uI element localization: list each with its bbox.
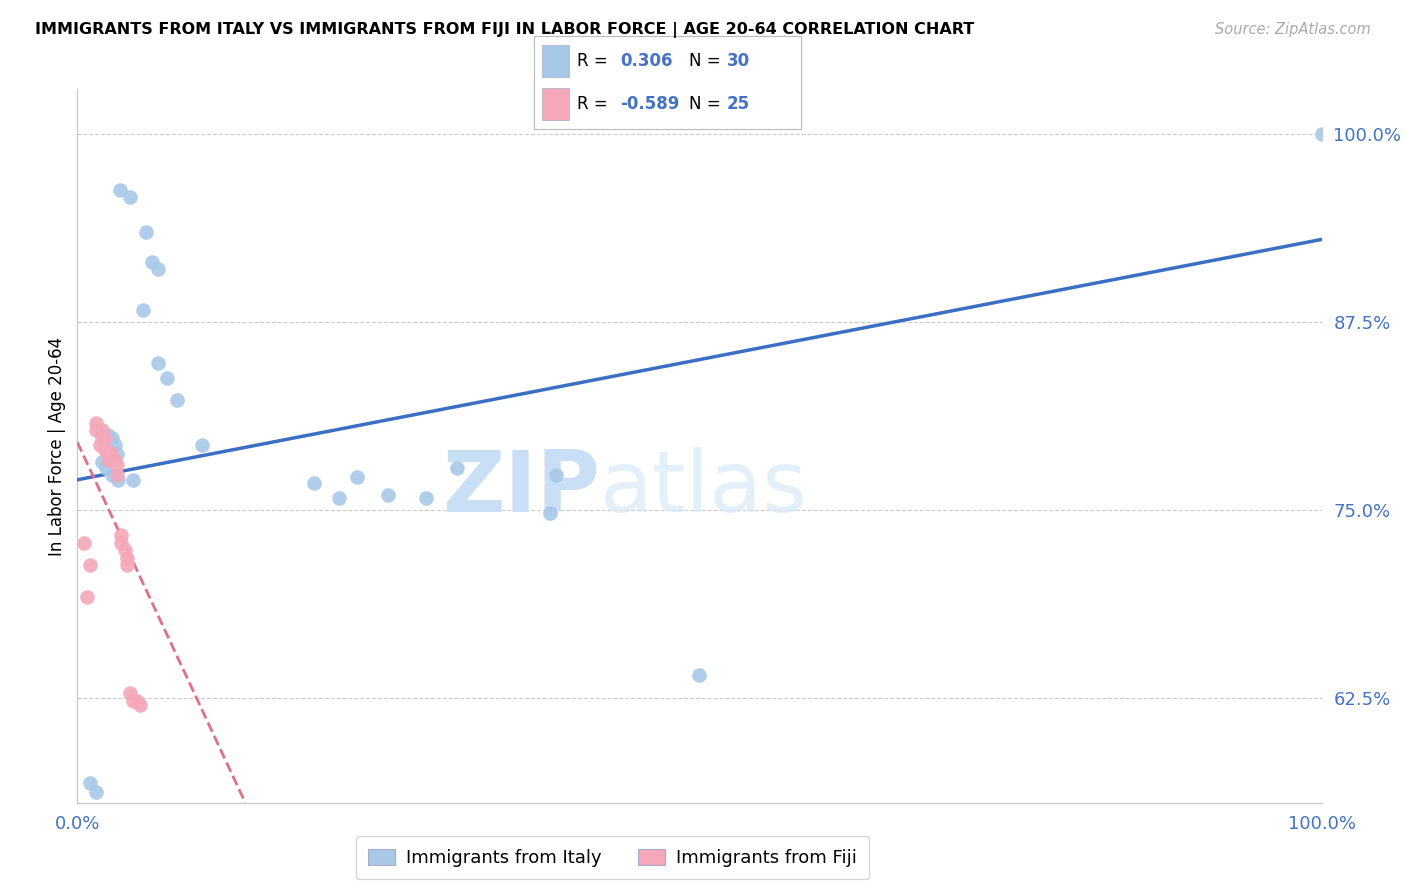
Text: R =: R = (576, 95, 607, 113)
Text: N =: N = (689, 95, 721, 113)
Point (97, 446, 120, 460)
Point (302, 475, 325, 490)
Point (377, 488, 399, 502)
Text: IMMIGRANTS FROM ITALY VS IMMIGRANTS FROM FIJI IN LABOR FORCE | AGE 20-64 CORRELA: IMMIGRANTS FROM ITALY VS IMMIGRANTS FROM… (35, 22, 974, 38)
Point (125, 693, 148, 707)
Text: R =: R = (576, 52, 607, 70)
Point (93, 431, 115, 445)
Point (114, 543, 136, 558)
Point (135, 225, 157, 239)
Y-axis label: In Labor Force | Age 20-64: In Labor Force | Age 20-64 (48, 336, 66, 556)
Point (132, 303, 155, 318)
Point (546, 468, 568, 483)
Point (118, 190, 141, 204)
FancyBboxPatch shape (543, 88, 569, 120)
Text: N =: N = (689, 52, 721, 70)
Text: ZIP: ZIP (443, 447, 600, 531)
Point (101, 431, 124, 445)
Point (101, 468, 124, 483)
Point (105, 447, 128, 461)
Point (191, 438, 214, 452)
Point (105, 458, 128, 472)
Text: -0.589: -0.589 (620, 95, 679, 113)
Point (128, 698, 150, 713)
Point (91, 431, 114, 445)
Point (93, 442, 115, 457)
Point (108, 183, 131, 197)
Point (328, 491, 350, 505)
Point (97, 453, 120, 467)
Legend: Immigrants from Italy, Immigrants from Fiji: Immigrants from Italy, Immigrants from F… (356, 836, 869, 880)
Text: 30: 30 (727, 52, 749, 70)
Text: 0.306: 0.306 (620, 52, 672, 70)
Point (94, 460, 117, 475)
Point (79, 558, 101, 573)
Point (110, 536, 132, 550)
Point (166, 393, 188, 408)
Point (91, 455, 114, 469)
Point (84, 416, 107, 430)
FancyBboxPatch shape (543, 45, 569, 77)
Point (91, 423, 114, 437)
Point (689, 668, 711, 682)
Point (122, 693, 145, 707)
Point (72, 536, 94, 550)
Point (1310, 128, 1333, 142)
Point (118, 686, 141, 700)
Text: atlas: atlas (600, 447, 808, 531)
Point (104, 438, 127, 452)
Point (148, 356, 170, 370)
Point (122, 473, 145, 487)
Point (89, 438, 111, 452)
Point (148, 262, 170, 277)
Point (346, 470, 368, 484)
Point (107, 473, 129, 487)
Point (104, 453, 127, 467)
Point (110, 528, 132, 542)
Point (79, 776, 101, 790)
Point (538, 506, 561, 520)
Text: Source: ZipAtlas.com: Source: ZipAtlas.com (1215, 22, 1371, 37)
Point (141, 255, 163, 269)
Text: 25: 25 (727, 95, 749, 113)
Point (446, 460, 468, 475)
Point (100, 446, 122, 460)
Point (97, 427, 120, 442)
Point (84, 785, 107, 799)
Point (115, 550, 138, 565)
Point (415, 491, 437, 505)
Point (105, 468, 128, 483)
Point (115, 558, 138, 573)
Point (156, 370, 179, 384)
Point (76, 590, 98, 604)
Point (84, 423, 107, 437)
